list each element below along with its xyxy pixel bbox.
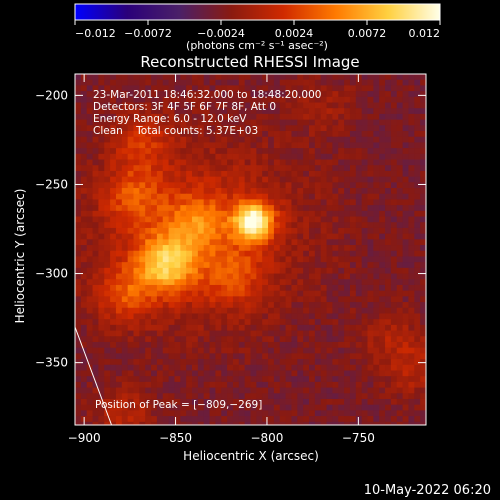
y-axis-label: Heliocentric Y (arcsec) xyxy=(13,189,27,324)
info-line-energy: Energy Range: 6.0 - 12.0 keV xyxy=(93,113,247,125)
x-tick-label: −900 xyxy=(68,431,101,445)
peak-position-label: Position of Peak = [−809,−269] xyxy=(95,399,262,411)
colorbar-tick-label: −0.0072 xyxy=(124,27,172,40)
x-axis-ticks: −900 −850 −800 −750 xyxy=(68,74,375,445)
y-tick-label: −350 xyxy=(35,356,68,370)
colorbar-tick-label: 0.0024 xyxy=(275,27,314,40)
x-tick-label: −750 xyxy=(342,431,375,445)
info-line-time: 23-Mar-2011 18:46:32.000 to 18:48:20.000 xyxy=(93,89,321,101)
colorbar-tick-label: 0.0072 xyxy=(348,27,387,40)
colorbar: −0.012 −0.0072 −0.0024 0.0024 0.0072 0.012 (p… xyxy=(74,3,441,52)
colorbar-units-label: (photons cm⁻² s⁻¹ asec⁻²) xyxy=(186,39,328,52)
y-tick-label: −250 xyxy=(35,177,68,191)
y-tick-label: −200 xyxy=(35,88,68,102)
colorbar-ticks: −0.012 −0.0072 −0.0024 0.0024 0.0072 0.012 xyxy=(74,20,441,40)
solar-limb-line xyxy=(74,326,113,426)
colorbar-tick-label: −0.012 xyxy=(75,27,116,40)
info-line-detectors: Detectors: 3F 4F 5F 6F 7F 8F, Att 0 xyxy=(93,101,276,113)
colorbar-tick-label: −0.0024 xyxy=(197,27,245,40)
colorbar-gradient xyxy=(74,3,441,21)
x-tick-label: −800 xyxy=(250,431,283,445)
plot-area: −900 −850 −800 −750 −200 −250 −300 −350 xyxy=(35,73,427,445)
heatmap-image xyxy=(75,74,426,425)
plot-frame xyxy=(74,73,427,426)
footer-date: 10-May-2022 06:20 xyxy=(364,483,491,498)
info-line-counts: Clean Total counts: 5.37E+03 xyxy=(93,125,258,137)
y-axis-ticks: −200 −250 −300 −350 xyxy=(35,88,426,370)
info-block: 23-Mar-2011 18:46:32.000 to 18:48:20.000… xyxy=(93,89,321,137)
x-tick-label: −850 xyxy=(159,431,192,445)
y-tick-label: −300 xyxy=(35,267,68,281)
x-axis-label: Heliocentric X (arcsec) xyxy=(183,449,319,463)
colorbar-tick-label: 0.012 xyxy=(409,27,441,40)
chart-title: Reconstructed RHESSI Image xyxy=(140,53,359,71)
